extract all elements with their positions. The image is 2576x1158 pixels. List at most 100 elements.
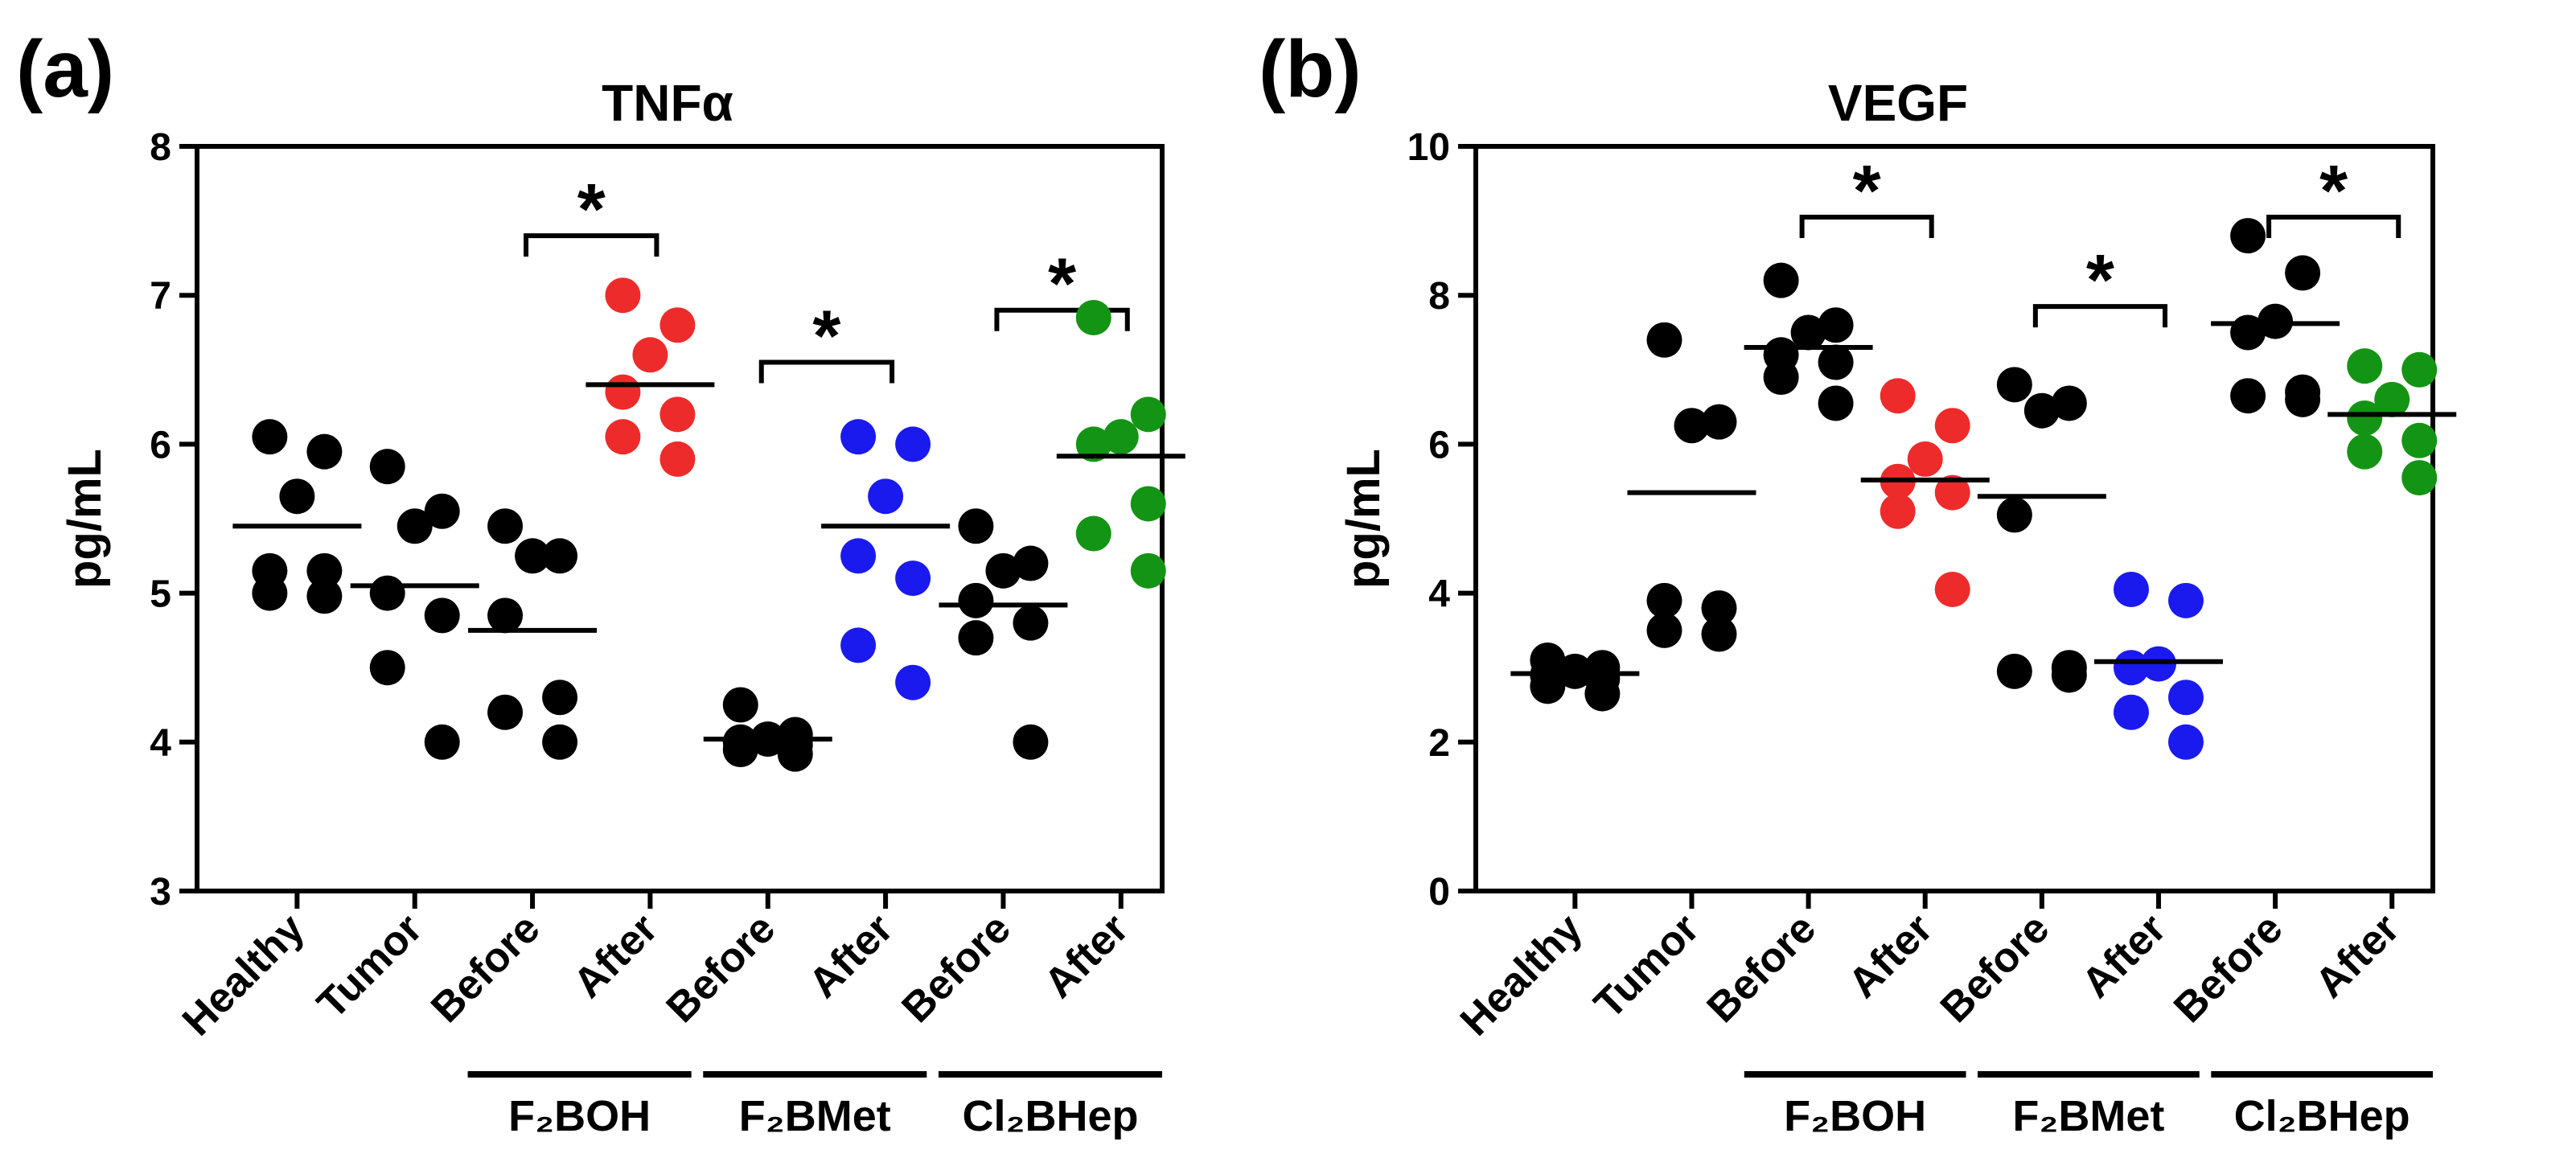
data-point bbox=[2113, 694, 2149, 730]
y-tick-label: 10 bbox=[1407, 126, 1450, 169]
data-point bbox=[895, 664, 931, 700]
data-point bbox=[1075, 515, 1111, 552]
data-point bbox=[2230, 378, 2266, 414]
significance-star: * bbox=[1853, 151, 1881, 232]
data-point bbox=[306, 552, 343, 589]
data-point bbox=[958, 620, 994, 656]
significance-star: * bbox=[812, 297, 840, 377]
chart-title: TNFα bbox=[602, 74, 733, 132]
group-label: F₂BMet bbox=[2012, 1092, 2164, 1140]
x-tick-label: Before bbox=[422, 905, 548, 1031]
data-point bbox=[659, 441, 696, 477]
x-tick-label: Before bbox=[893, 905, 1019, 1031]
data-point bbox=[1996, 653, 2032, 689]
data-point bbox=[2167, 724, 2204, 760]
data-point bbox=[487, 508, 524, 544]
data-point bbox=[2023, 392, 2060, 429]
data-point bbox=[1013, 545, 1049, 581]
data-point bbox=[1075, 299, 1111, 335]
x-tick-label: Before bbox=[2165, 905, 2291, 1031]
data-point bbox=[487, 597, 524, 634]
x-tick-label: Before bbox=[1699, 905, 1825, 1031]
data-point bbox=[2285, 255, 2321, 291]
significance-star: * bbox=[2319, 151, 2348, 232]
data-point bbox=[722, 687, 758, 723]
y-tick-label: 7 bbox=[150, 275, 171, 318]
data-point bbox=[1130, 486, 1166, 522]
data-point bbox=[840, 419, 877, 455]
x-tick-label: Healthy bbox=[1452, 905, 1592, 1045]
significance-bracket bbox=[994, 307, 1130, 331]
data-point bbox=[1907, 441, 1943, 477]
data-point bbox=[1646, 582, 1682, 618]
data-point bbox=[369, 650, 405, 686]
panel-label: (b) bbox=[1259, 24, 1362, 114]
group-label: Cl₂BHep bbox=[2234, 1092, 2410, 1140]
data-point bbox=[985, 552, 1021, 589]
data-point bbox=[2285, 381, 2321, 417]
data-point bbox=[252, 575, 288, 611]
group-label: F₂BMet bbox=[739, 1092, 891, 1140]
data-point bbox=[1818, 307, 1854, 343]
data-point bbox=[1763, 262, 1799, 298]
data-point bbox=[2374, 381, 2410, 417]
significance-bracket bbox=[2032, 304, 2167, 328]
x-tick-label: Healthy bbox=[174, 905, 314, 1045]
x-tick-label: After bbox=[2307, 905, 2409, 1007]
data-point bbox=[868, 478, 904, 515]
data-point bbox=[605, 374, 641, 410]
data-point bbox=[487, 694, 524, 730]
x-tick-label: Before bbox=[1932, 905, 2058, 1031]
data-point bbox=[1880, 378, 1916, 414]
data-point bbox=[2347, 348, 2383, 384]
data-point bbox=[2401, 460, 2438, 496]
data-point bbox=[1934, 571, 1970, 607]
y-tick-label: 6 bbox=[150, 424, 171, 466]
data-point bbox=[1880, 493, 1916, 529]
x-tick-label: After bbox=[1839, 905, 1941, 1007]
y-tick-label: 4 bbox=[150, 722, 171, 765]
data-point bbox=[1130, 396, 1166, 433]
data-point bbox=[369, 449, 405, 485]
y-tick-label: 3 bbox=[150, 871, 171, 914]
y-tick-label: 6 bbox=[1428, 424, 1450, 466]
data-point bbox=[396, 508, 433, 544]
y-tick-label: 8 bbox=[150, 126, 171, 169]
data-point bbox=[424, 597, 460, 634]
data-point bbox=[1701, 616, 1737, 652]
x-tick-label: After bbox=[1035, 905, 1137, 1007]
data-point bbox=[2230, 314, 2266, 351]
data-point bbox=[840, 627, 877, 663]
data-point bbox=[1530, 668, 1566, 704]
data-point bbox=[1818, 344, 1854, 380]
data-point bbox=[777, 736, 813, 772]
data-point bbox=[1763, 359, 1799, 396]
y-axis-label: pg/mL bbox=[1337, 449, 1390, 589]
data-point bbox=[252, 419, 288, 455]
data-point bbox=[1013, 724, 1049, 760]
data-point bbox=[2051, 385, 2087, 421]
data-point bbox=[605, 419, 641, 455]
panel-label: (a) bbox=[16, 24, 114, 114]
data-point bbox=[1674, 408, 1710, 444]
data-point bbox=[542, 724, 578, 760]
data-point bbox=[2347, 433, 2383, 470]
data-point bbox=[2113, 571, 2149, 607]
data-point bbox=[958, 582, 994, 618]
plot-frame bbox=[195, 144, 1165, 893]
data-point bbox=[659, 396, 696, 433]
data-point bbox=[2167, 680, 2204, 716]
data-point bbox=[1013, 605, 1049, 641]
y-tick-label: 2 bbox=[1428, 722, 1450, 765]
group-label: F₂BOH bbox=[1784, 1092, 1926, 1140]
data-point bbox=[632, 337, 668, 373]
data-point bbox=[1701, 404, 1737, 440]
significance-bracket bbox=[2266, 214, 2401, 238]
chart-title: VEGF bbox=[1828, 74, 1968, 132]
x-tick-label: Tumor bbox=[1585, 905, 1708, 1028]
data-point bbox=[515, 538, 551, 574]
data-point bbox=[369, 575, 405, 611]
data-point bbox=[895, 426, 931, 462]
x-tick-label: After bbox=[800, 905, 902, 1007]
